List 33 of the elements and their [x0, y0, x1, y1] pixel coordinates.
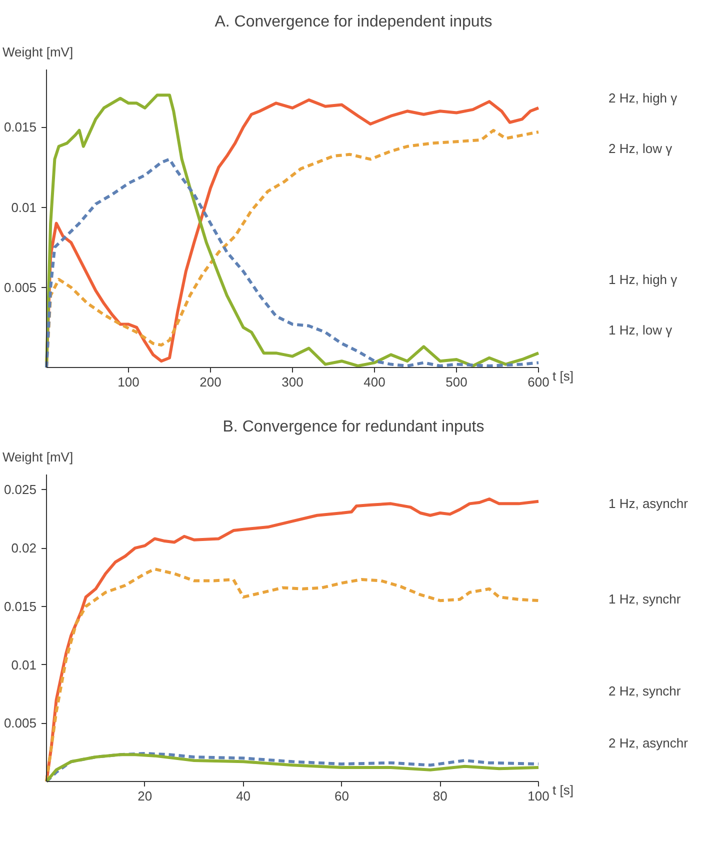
- x-axis-title: t [s]: [552, 368, 574, 384]
- x-tick-label: 100: [528, 788, 550, 804]
- x-tick-label: 400: [364, 374, 386, 390]
- x-tick-label: 20: [138, 788, 152, 804]
- text: 1 Hz, asynchr: [608, 496, 689, 512]
- x-tick-label: 40: [236, 788, 251, 804]
- text: 2 Hz, asynchr: [608, 736, 689, 751]
- y-tick-label: 0.025: [4, 482, 37, 498]
- y-axis-title: Weight [mV]: [2, 450, 74, 464]
- text: 1 Hz, synchr: [608, 592, 682, 607]
- x-tick-label: 60: [334, 788, 349, 804]
- y-axis-title: Weight [mV]: [2, 44, 74, 60]
- y-tick-label: 0.005: [4, 716, 37, 731]
- text: 1 Hz, high γ: [608, 272, 678, 288]
- text: 2 Hz, synchr: [608, 683, 682, 698]
- x-tick-label: 300: [282, 374, 304, 390]
- y-tick-label: 0.015: [4, 598, 37, 614]
- text: 2 Hz, low γ: [608, 140, 673, 156]
- text: 1 Hz, low γ: [608, 322, 673, 338]
- y-tick-label: 0.005: [4, 280, 37, 295]
- y-tick-label: 0.015: [4, 120, 37, 135]
- x-tick-label: 500: [446, 374, 468, 390]
- x-tick-label: 600: [528, 374, 550, 390]
- text: 2 Hz, high γ: [608, 90, 678, 106]
- chart-title: B. Convergence for redundant inputs: [222, 418, 484, 436]
- x-tick-label: 100: [118, 374, 140, 390]
- chart-title: A. Convergence for independent inputs: [214, 14, 492, 30]
- y-tick-label: 0.02: [11, 540, 37, 556]
- y-tick-label: 0.01: [11, 657, 37, 672]
- x-axis-title: t [s]: [552, 782, 574, 798]
- x-tick-label: 80: [432, 788, 448, 804]
- x-tick-label: 200: [200, 374, 222, 390]
- y-tick-label: 0.01: [11, 200, 37, 215]
